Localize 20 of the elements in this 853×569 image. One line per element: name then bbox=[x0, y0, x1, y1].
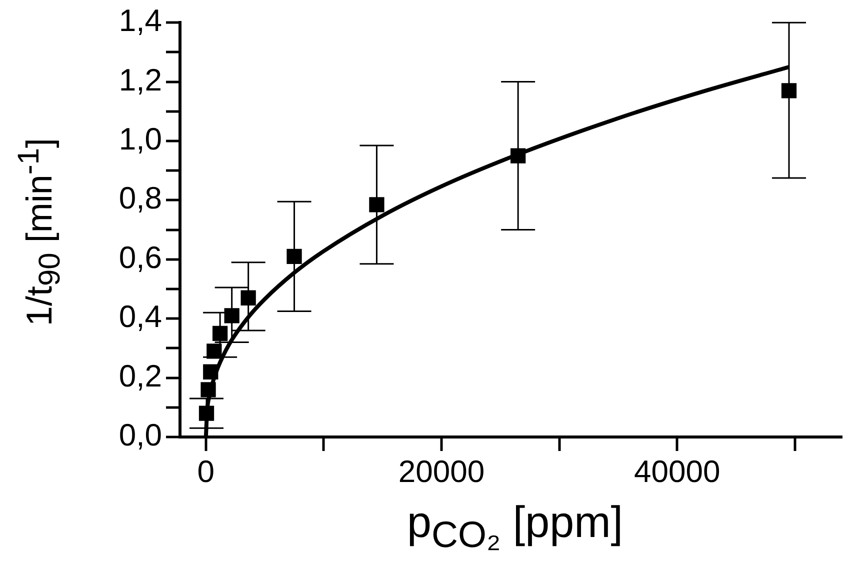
y-tick-label: 1,4 bbox=[118, 3, 162, 38]
point bbox=[369, 197, 384, 212]
point bbox=[286, 248, 302, 264]
y-tick-label: 0,6 bbox=[118, 240, 162, 275]
x-tick-label: 0 bbox=[197, 454, 215, 490]
point bbox=[200, 382, 216, 398]
y-tick-label: 0,2 bbox=[118, 358, 162, 394]
point bbox=[510, 148, 526, 164]
point bbox=[240, 290, 256, 306]
point bbox=[781, 83, 797, 98]
y-tick-label: 1,0 bbox=[118, 122, 162, 157]
point bbox=[198, 406, 214, 421]
y-tick-label: 0,0 bbox=[118, 418, 162, 453]
x-axis-title: p$_{CO₂}$ [ppm] bbox=[406, 498, 624, 557]
x-tick-label: 40000 bbox=[634, 454, 720, 490]
y-tick-label: 0,8 bbox=[118, 180, 162, 216]
x-tick-label: 20000 bbox=[398, 454, 485, 490]
y-tick-label: 0,4 bbox=[118, 299, 162, 334]
point bbox=[203, 364, 218, 380]
y-tick-label: 1,2 bbox=[118, 62, 162, 98]
